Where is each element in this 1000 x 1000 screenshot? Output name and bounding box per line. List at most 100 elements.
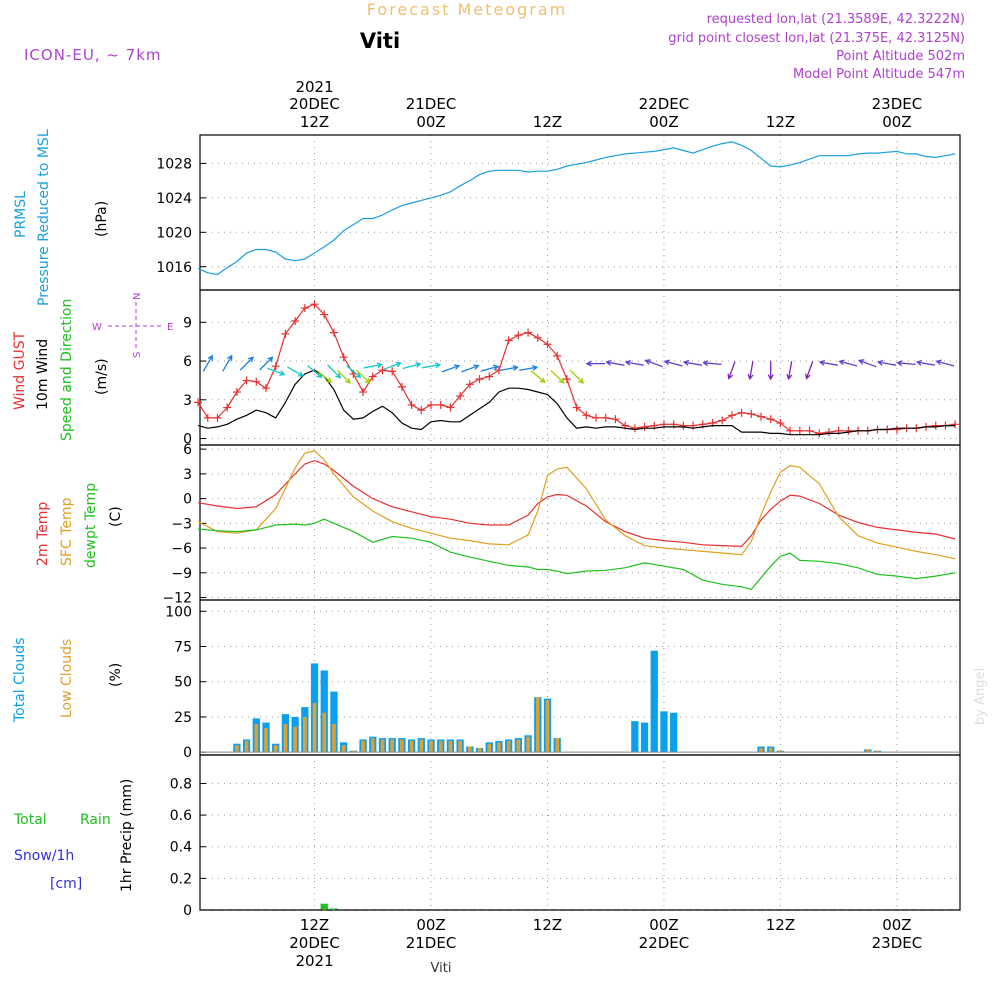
gust-marker bbox=[805, 426, 814, 435]
gust-marker bbox=[592, 413, 601, 422]
wind-direction-arrow bbox=[286, 366, 305, 377]
y-tick-label: 1028 bbox=[156, 156, 192, 172]
panel-frame bbox=[199, 444, 961, 601]
y-tick-label: 0.8 bbox=[170, 776, 192, 792]
gust-marker bbox=[417, 406, 426, 415]
total-cloud-bar bbox=[650, 650, 658, 753]
low-cloud-bar bbox=[380, 739, 385, 753]
low-cloud-bar bbox=[390, 739, 395, 753]
low-cloud-bar bbox=[244, 740, 249, 753]
wind-direction-arrow bbox=[585, 360, 605, 367]
wind-direction-arrow bbox=[222, 354, 233, 372]
gust-marker bbox=[291, 317, 300, 325]
pressure-label-2: Pressure Reduced to MSL bbox=[36, 129, 52, 306]
gust-marker bbox=[262, 384, 271, 393]
time-label-bottom: 23DEC bbox=[872, 934, 923, 952]
wind-direction-arrow bbox=[727, 361, 736, 380]
y-tick-label: 1020 bbox=[156, 225, 192, 241]
y-tick-label: −6 bbox=[171, 541, 192, 557]
wind-direction-arrow bbox=[202, 354, 213, 372]
y-tick-label: 3 bbox=[183, 393, 192, 409]
time-label-bottom: 12Z bbox=[766, 916, 795, 934]
y-tick-label: 100 bbox=[165, 604, 192, 620]
wind-direction-arrow bbox=[402, 362, 422, 370]
total-cloud-bar bbox=[670, 712, 678, 753]
y-tick-label: 1016 bbox=[156, 260, 192, 276]
low-cloud-bar bbox=[865, 749, 870, 753]
gust-marker bbox=[630, 424, 639, 433]
low-cloud-bar bbox=[545, 700, 550, 753]
wind-direction-arrow bbox=[530, 370, 546, 384]
time-label-top: 12Z bbox=[300, 113, 329, 131]
panel-frame bbox=[199, 754, 961, 911]
gust-marker bbox=[329, 328, 338, 337]
compass-s: S bbox=[132, 352, 143, 358]
total-cloud-bar bbox=[631, 721, 639, 753]
wind-direction-arrow bbox=[550, 369, 565, 384]
low-cloud-bar bbox=[419, 739, 424, 753]
time-label-bottom: 00Z bbox=[882, 916, 911, 934]
gust-marker bbox=[524, 328, 533, 337]
wind-direction-arrow bbox=[316, 370, 333, 384]
wind-label: 10m Wind bbox=[35, 339, 51, 410]
gust-marker bbox=[815, 429, 824, 438]
y-tick-label: 25 bbox=[174, 710, 192, 726]
low-cloud-bar bbox=[400, 739, 404, 753]
low-cloud-bar bbox=[458, 740, 462, 753]
gust-marker bbox=[427, 400, 436, 409]
gust-marker bbox=[397, 382, 406, 391]
wind-direction-arrow bbox=[259, 356, 274, 371]
compass-w: W bbox=[92, 322, 102, 333]
gust-marker bbox=[514, 331, 523, 340]
product-title: Forecast Meteogram bbox=[367, 0, 567, 19]
low-cloud-bar bbox=[875, 750, 880, 753]
sfc-label: SFC Temp bbox=[59, 497, 75, 566]
low-cloud-bar bbox=[526, 736, 530, 753]
wind-direction-arrow bbox=[838, 359, 858, 367]
wind-direction-arrow bbox=[644, 359, 663, 368]
time-label-top: 20DEC bbox=[289, 95, 340, 113]
gust-marker bbox=[572, 403, 581, 412]
location-title: Viti bbox=[360, 29, 400, 53]
low-cloud-bar bbox=[235, 745, 239, 753]
wind-direction-arrow bbox=[935, 359, 955, 367]
wind-direction-arrow bbox=[461, 364, 480, 373]
gust-marker bbox=[533, 333, 542, 342]
wind-direction-arrow bbox=[327, 364, 342, 379]
low-cloud-bar bbox=[312, 702, 317, 753]
time-label-bottom: 00Z bbox=[649, 916, 678, 934]
gust-marker bbox=[310, 300, 319, 309]
gust-marker bbox=[359, 388, 368, 397]
low-cloud-bar bbox=[370, 738, 375, 753]
gust-marker bbox=[951, 420, 960, 429]
gust-marker bbox=[485, 372, 494, 381]
low-cloud-bar bbox=[535, 697, 540, 753]
total-cloud-bar bbox=[640, 722, 649, 753]
y-tick-label: 0.4 bbox=[170, 840, 192, 856]
gust-marker bbox=[553, 351, 562, 360]
time-label-top: 21DEC bbox=[406, 95, 457, 113]
y-tick-label: 3 bbox=[183, 467, 192, 483]
low-cloud-bar bbox=[778, 750, 783, 753]
wind-direction-arrow bbox=[499, 364, 519, 372]
time-label-top: 12Z bbox=[533, 113, 562, 131]
gust-marker bbox=[339, 353, 348, 362]
gust-marker bbox=[368, 372, 377, 381]
time-label-top: 23DEC bbox=[872, 95, 923, 113]
y-tick-label: 0 bbox=[183, 745, 192, 761]
grid-point-coords: grid point closest lon,lat (21.375E, 42.… bbox=[668, 31, 965, 46]
credit-watermark: by Angel bbox=[973, 668, 988, 725]
wind-direction-arrow bbox=[307, 365, 323, 379]
gust-marker bbox=[757, 412, 766, 421]
gust-marker bbox=[378, 366, 387, 375]
gust-marker bbox=[931, 421, 940, 430]
y-tick-label: 6 bbox=[183, 354, 192, 370]
wind-direction-arrow bbox=[818, 359, 838, 366]
wind-direction-arrow bbox=[915, 359, 936, 366]
gust-marker bbox=[611, 415, 620, 424]
wind-compass: W E N S bbox=[92, 293, 173, 358]
time-label-bottom: 2021 bbox=[295, 952, 333, 970]
y-tick-label: −3 bbox=[171, 516, 192, 532]
